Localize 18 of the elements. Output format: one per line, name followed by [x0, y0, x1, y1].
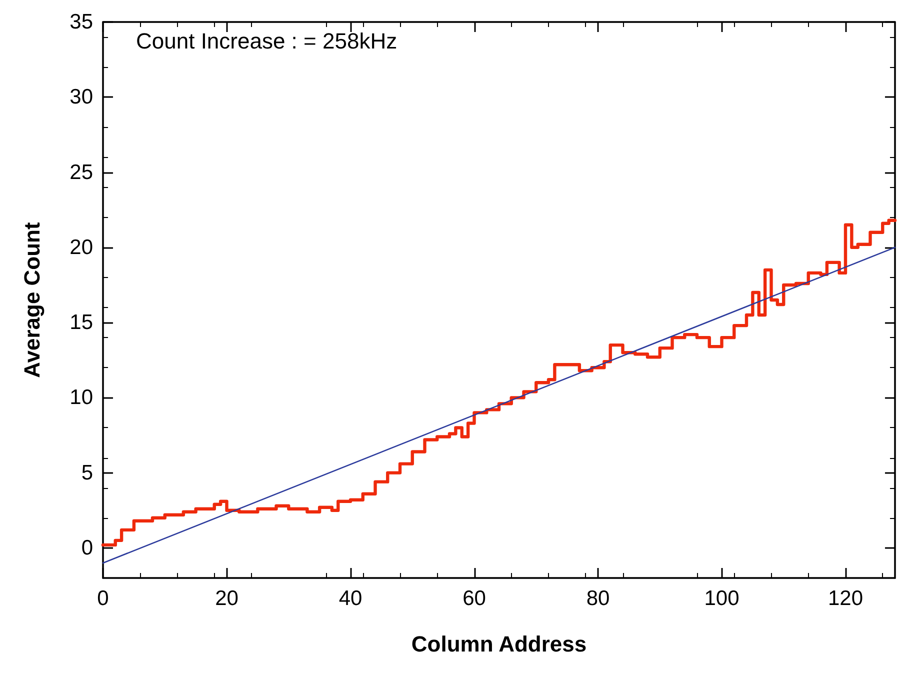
x-tick-label: 20 [215, 587, 238, 610]
x-tick-label: 80 [586, 587, 610, 610]
x-axis-title: Column Address [411, 632, 587, 656]
y-tick-label: 0 [81, 536, 93, 560]
x-tick-label: 100 [704, 587, 740, 610]
y-tick-label: 10 [70, 386, 93, 410]
x-tick-label: 0 [97, 587, 109, 610]
x-tick-label: 40 [338, 587, 362, 610]
x-tick-label: 120 [828, 587, 864, 610]
y-tick-label: 35 [70, 10, 93, 34]
y-tick-label: 25 [70, 160, 93, 184]
y-axis-title: Average Count [20, 222, 44, 378]
x-tick-label: 60 [462, 587, 486, 610]
y-tick-label: 5 [81, 461, 93, 484]
annotation: Count Increase : = 258kHz [136, 28, 398, 54]
y-tick-label: 15 [70, 311, 93, 334]
y-tick-label: 30 [70, 86, 93, 109]
y-tick-label: 20 [70, 236, 93, 259]
